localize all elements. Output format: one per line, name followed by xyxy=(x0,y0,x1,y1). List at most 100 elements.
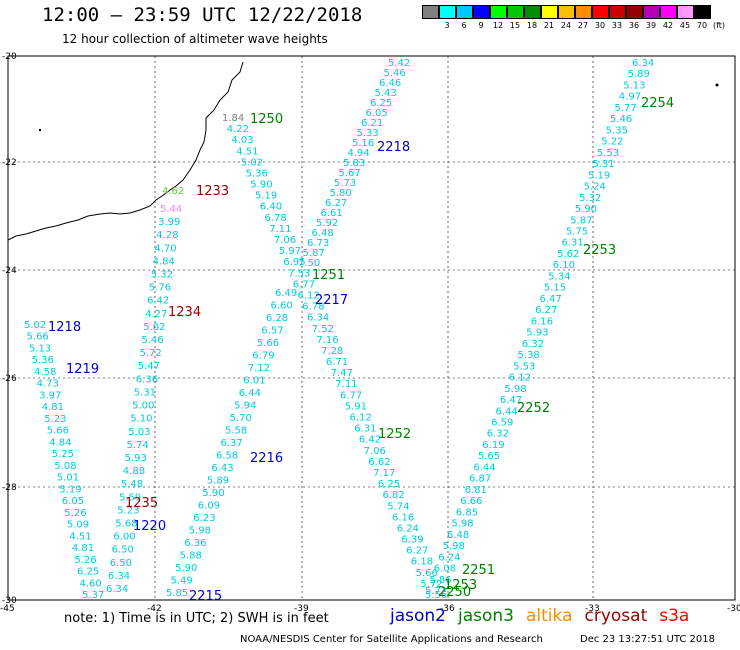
wave-height-value: 6.87 xyxy=(469,474,491,485)
wave-height-value: 5.68 xyxy=(115,519,137,530)
wave-height-value: 5.73 xyxy=(334,178,356,189)
colorbar-swatch xyxy=(677,5,694,19)
wave-height-value: 5.58 xyxy=(225,426,247,437)
wave-height-value: 5.87 xyxy=(303,248,325,259)
wave-height-value: 5.35 xyxy=(606,125,628,136)
wave-height-value: 5.90 xyxy=(202,488,224,499)
pass-label: 1234 xyxy=(168,305,201,320)
wave-height-value: 5.59 xyxy=(119,492,141,503)
wave-height-value: 6.81 xyxy=(465,485,487,496)
wave-height-value: 6.50 xyxy=(112,545,134,556)
wave-height-value: 6.60 xyxy=(271,301,293,312)
wave-height-value: 5.87 xyxy=(570,215,592,226)
wave-height-value: 6.25 xyxy=(370,98,392,109)
colorbar-label: 24 xyxy=(560,21,572,30)
wave-height-value: 6.48 xyxy=(447,530,469,541)
coastline xyxy=(7,61,244,241)
wave-height-value: 5.77 xyxy=(614,103,636,114)
wave-height-value: 6.31 xyxy=(354,424,376,435)
colorbar-label: 15 xyxy=(509,21,521,30)
wave-height-value: 5.00 xyxy=(132,401,154,412)
wave-height-value: 7.47 xyxy=(331,368,353,379)
colorbar-swatch xyxy=(592,5,609,19)
wave-height-value: 5.92 xyxy=(316,218,338,229)
wave-height-value: 4.60 xyxy=(80,578,102,589)
wave-height-value: 5.03 xyxy=(128,427,150,438)
wave-height-value: 5.67 xyxy=(339,168,361,179)
pass-label: 2251 xyxy=(462,563,495,578)
wave-height-value: 6.71 xyxy=(326,357,348,368)
wave-height-value: 5.56 xyxy=(425,590,447,601)
wave-height-value: 5.90 xyxy=(175,563,197,574)
footnote: note: 1) Time is in UTC; 2) SWH is in fe… xyxy=(64,611,329,626)
wave-height-value: 5.22 xyxy=(601,137,623,148)
wave-height-value: 6.25 xyxy=(77,567,99,578)
pass-label: 2250 xyxy=(438,585,471,600)
wave-height-value: 4.62 xyxy=(162,186,184,197)
wave-height-value: 6.47 xyxy=(540,294,562,305)
pass-label: 2252 xyxy=(517,401,550,416)
island-dot xyxy=(715,83,719,87)
lon-label: -36 xyxy=(440,604,455,614)
colorbar-label: (ft) xyxy=(712,21,726,30)
wave-height-value: 4.81 xyxy=(42,402,64,413)
wave-height-value: 4.88 xyxy=(123,466,145,477)
pass-label: 2254 xyxy=(641,96,674,111)
wave-height-value: 5.33 xyxy=(357,128,379,139)
wave-height-value: 6.42 xyxy=(147,296,169,307)
wave-height-value: 7.28 xyxy=(321,346,343,357)
lat-label: -26 xyxy=(2,374,17,384)
wave-height-value: 5.48 xyxy=(121,479,143,490)
wave-height-value: 5.09 xyxy=(67,520,89,531)
wave-height-value: 6.44 xyxy=(239,388,261,399)
wave-height-value: 5.26 xyxy=(64,508,86,519)
wave-height-value: 6.16 xyxy=(531,316,553,327)
wave-height-value: 5.44 xyxy=(160,204,182,215)
wave-height-value: 6.28 xyxy=(266,313,288,324)
colorbar-label: 9 xyxy=(478,21,484,30)
pass-label: 2218 xyxy=(377,140,410,155)
lon-label: -39 xyxy=(294,604,309,614)
legend-entry: jason2 xyxy=(390,606,446,626)
wave-height-value: 5.43 xyxy=(375,88,397,99)
colorbar-labels: 3 6 9 12 15 18 21 24 27 30 33 36 39 42 45 70 (ft) xyxy=(422,21,740,33)
wave-height-value: 5.46 xyxy=(384,68,406,79)
wave-height-value: 5.72 xyxy=(140,348,162,359)
wave-height-value: 7.06 xyxy=(274,235,296,246)
wave-height-value: 6.27 xyxy=(406,546,428,557)
wave-height-value: 5.02 xyxy=(24,320,46,331)
island-dot xyxy=(38,128,42,132)
wave-height-value: 6.37 xyxy=(221,438,243,449)
lon-label: -30 xyxy=(727,604,740,614)
wave-height-value: 5.72 xyxy=(420,579,442,590)
wave-height-value: 5.10 xyxy=(130,414,152,425)
wave-height-value: 5.26 xyxy=(74,555,96,566)
wave-height-value: 1.84 xyxy=(222,113,244,124)
wave-height-value: 4.84 xyxy=(153,256,175,267)
wave-height-value: 5.47 xyxy=(138,361,160,372)
colorbar-swatch xyxy=(541,5,558,19)
pass-label: 1235 xyxy=(125,496,158,511)
wave-height-value: 5.36 xyxy=(246,169,268,180)
wave-height-value: 6.50 xyxy=(110,558,132,569)
wave-height-value: 6.66 xyxy=(460,496,482,507)
colorbar-label: 12 xyxy=(492,21,504,30)
lat-label: -30 xyxy=(2,596,17,606)
wave-height-value: 5.90 xyxy=(250,180,272,191)
wave-height-value: 5.16 xyxy=(352,138,374,149)
wave-height-value: 7.06 xyxy=(364,446,386,457)
wave-height-value: 5.89 xyxy=(207,476,229,487)
colorbar-swatch xyxy=(422,5,439,19)
colorbar-swatch xyxy=(609,5,626,19)
wave-height-value: 5.75 xyxy=(566,227,588,238)
lon-label: -42 xyxy=(147,604,162,614)
wave-height-value: 5.66 xyxy=(416,568,438,579)
wave-height-value: 5.70 xyxy=(230,413,252,424)
colorbar-label: 39 xyxy=(645,21,657,30)
wave-height-value: 5.66 xyxy=(257,338,279,349)
wave-height-value: 6.32 xyxy=(487,429,509,440)
colorbar-label: 3 xyxy=(444,21,450,30)
pass-label: 2253 xyxy=(583,243,616,258)
wave-height-value: 6.59 xyxy=(491,418,513,429)
wave-height-value: 5.93 xyxy=(125,453,147,464)
